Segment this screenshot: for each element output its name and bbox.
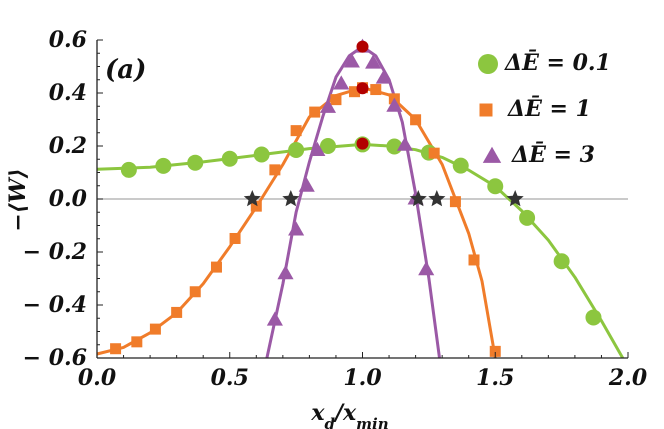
maximum-point	[356, 40, 369, 53]
legend-label: ΔĒ = 3	[511, 141, 595, 168]
series-2-point	[266, 311, 283, 326]
series-2-point	[396, 136, 414, 151]
y-tick-label: 0.0	[49, 186, 88, 212]
x-axis-ticks: 0.0 0.5 1.0 1.5 2.0	[78, 365, 648, 391]
series-2-point	[333, 75, 350, 90]
legend-entry-1: ΔĒ = 1	[479, 95, 591, 122]
series-1-point	[449, 196, 461, 208]
zero-crossing-star	[428, 190, 446, 207]
x-tick-label: 1.0	[343, 365, 382, 391]
series-0-point	[553, 253, 570, 270]
y-axis-ticks: 0.6 0.4 0.2 0.0 − 0.2 − 0.4 − 0.6	[23, 27, 88, 371]
series-2-point	[386, 97, 403, 112]
y-tick-label: − 0.2	[23, 239, 87, 265]
series-0-point	[221, 150, 238, 167]
series-1-point	[428, 147, 440, 159]
series-1-point	[210, 261, 222, 273]
series-1-point	[309, 106, 321, 118]
series-0-point	[452, 157, 469, 174]
markers	[110, 38, 602, 357]
y-axis-title: −⟨W⟩	[5, 168, 31, 231]
series-2-point	[375, 69, 392, 84]
y-tick-label: − 0.6	[23, 345, 87, 371]
series-1-point	[269, 164, 281, 176]
zero-crossing-star	[282, 190, 300, 207]
series-0-point	[120, 161, 137, 178]
legend-marker	[478, 54, 498, 74]
series-1-point	[171, 306, 183, 318]
series-1-point	[290, 125, 302, 137]
legend-marker	[482, 146, 502, 163]
series-1-point	[149, 323, 161, 335]
legend: ΔĒ = 0.1 ΔĒ = 1 ΔĒ = 3	[478, 49, 611, 168]
zero-crossing-star	[409, 190, 427, 207]
legend-entry-2: ΔĒ = 3	[482, 141, 595, 168]
series-0-point	[187, 154, 204, 171]
series-2-point	[298, 177, 315, 192]
series-1-point	[370, 84, 382, 96]
x-tick-label: 1.5	[476, 365, 514, 391]
legend-label: ΔĒ = 0.1	[504, 49, 611, 76]
series-2-point	[418, 261, 435, 276]
series-1-point	[110, 343, 122, 355]
legend-entry-0: ΔĒ = 0.1	[478, 49, 611, 76]
x-tick-label: 0.0	[78, 365, 117, 391]
plot-area	[96, 38, 629, 359]
series-2-point	[343, 53, 360, 68]
legend-marker	[479, 103, 493, 117]
series-curve-0	[96, 142, 625, 358]
series-2-point	[309, 141, 326, 157]
series-1-point	[330, 94, 342, 106]
series-0-point	[253, 146, 270, 163]
series-1-point	[349, 86, 361, 98]
zero-crossing-star	[243, 190, 261, 207]
zero-crossing-star	[506, 190, 524, 207]
series-1-point	[189, 286, 201, 298]
maximum-point	[356, 137, 369, 150]
panel-label: (a)	[105, 55, 146, 85]
series-2-point	[277, 265, 294, 280]
series-2-point	[365, 54, 382, 69]
x-tick-label: 2.0	[608, 365, 648, 391]
series-1-point	[250, 200, 262, 212]
series-0-point	[319, 138, 336, 154]
series-0-point	[487, 178, 504, 195]
x-tick-label: 0.5	[211, 365, 249, 391]
series-1-point	[489, 345, 501, 357]
series-1-point	[229, 232, 241, 244]
series-0-point	[288, 141, 305, 158]
series-1-point	[468, 254, 480, 266]
y-tick-label: 0.4	[49, 80, 87, 106]
series-0-point	[519, 209, 536, 226]
series-1-point	[410, 114, 422, 126]
series-1-point	[131, 336, 143, 348]
series-0-point	[585, 309, 602, 326]
y-tick-label: − 0.4	[23, 292, 87, 318]
maximum-point	[356, 82, 369, 95]
x-axis-title: xd/xmin	[310, 400, 388, 429]
legend-label: ΔĒ = 1	[507, 95, 591, 122]
series-2-point	[288, 221, 305, 236]
series-0-point	[155, 157, 172, 174]
y-tick-label: 0.2	[49, 133, 87, 159]
y-tick-label: 0.6	[49, 27, 87, 53]
series-2-point	[319, 98, 337, 113]
